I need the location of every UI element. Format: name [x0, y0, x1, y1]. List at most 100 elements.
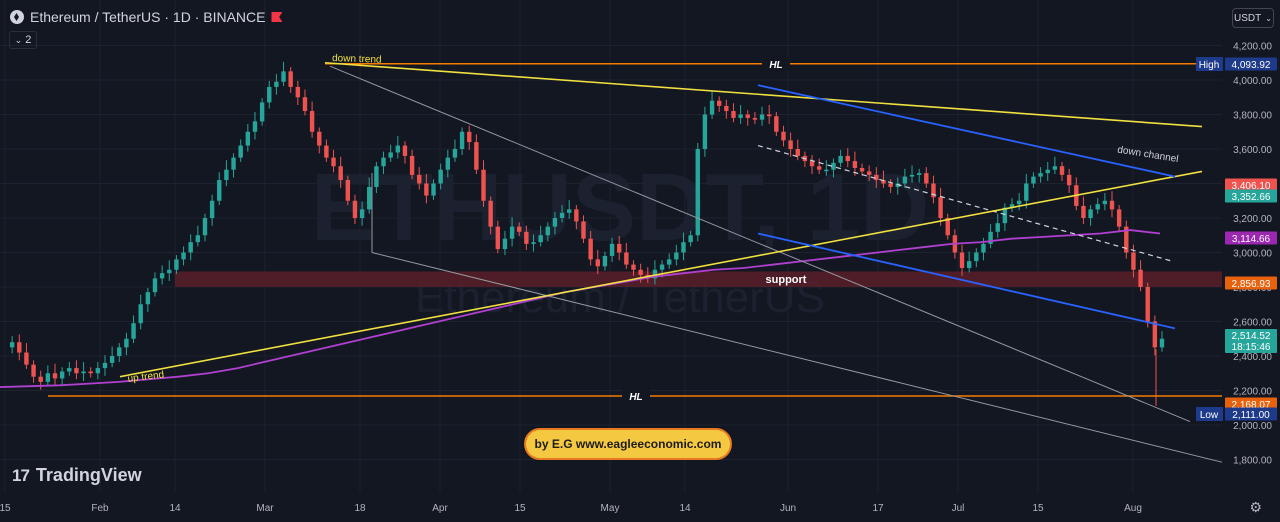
candle-body [838, 155, 843, 163]
candle-body [702, 114, 708, 149]
candle-body [274, 81, 279, 87]
candle-body [931, 183, 936, 198]
candle-body [974, 252, 979, 262]
candle-body [67, 368, 72, 372]
down-channel-upper [757, 84, 1176, 178]
symbol-header[interactable]: Ethereum / TetherUS · 1D · BINANCE [10, 9, 283, 25]
candle-body [31, 364, 36, 377]
hl-label: HL [769, 60, 782, 71]
price-tick-label: 3,600.00 [1233, 145, 1272, 156]
candle-body [417, 174, 422, 184]
candle-body [188, 242, 193, 253]
candle-body [1038, 173, 1043, 177]
price-tick-label: 3,000.00 [1233, 249, 1272, 260]
candle-body [202, 218, 208, 236]
candle-body [324, 145, 329, 158]
candle-body [774, 116, 779, 132]
candle-body [509, 226, 515, 239]
candle-body [1066, 174, 1072, 186]
time-tick-label: Feb [91, 503, 109, 514]
indicator-count: 2 [25, 34, 32, 46]
candle-body [538, 235, 543, 243]
candle-body [109, 356, 115, 363]
candle-body [688, 235, 693, 243]
time-tick-label: 14 [169, 503, 181, 514]
candle-body [102, 362, 108, 369]
down-trend-label: down trend [332, 53, 382, 66]
price-tick-label: 3,800.00 [1233, 111, 1272, 122]
candle-body [545, 226, 550, 236]
candle-body [195, 235, 201, 243]
author-banner: by E.G www.eagleeconomic.com [524, 428, 732, 460]
candle-body [981, 243, 986, 253]
candle-body [474, 142, 479, 170]
candle-body [659, 264, 665, 270]
currency-select[interactable]: USDT ⌄ [1232, 8, 1274, 28]
candle-body [824, 169, 829, 172]
candle-body [1052, 166, 1058, 170]
flag-icon[interactable] [271, 12, 283, 22]
price-tick-label: 4,000.00 [1233, 76, 1272, 87]
candle-body [888, 183, 893, 187]
time-tick-label: 15 [1032, 503, 1044, 514]
candle-body [638, 269, 643, 275]
price-tag-value: 3,352.66 [1232, 192, 1271, 203]
candle-body [331, 157, 336, 167]
price-tick-label: 2,400.00 [1233, 352, 1272, 363]
candle-body [95, 368, 101, 374]
gear-icon[interactable]: ⚙ [1249, 499, 1262, 515]
candle-body [17, 342, 22, 353]
candle-body [467, 131, 472, 143]
candle-body [452, 149, 458, 158]
time-tick-label: Jun [780, 503, 796, 514]
candle-body [1009, 204, 1015, 208]
candle-body [74, 368, 79, 374]
candle-body [117, 347, 122, 356]
candle-body [495, 226, 500, 250]
time-tick-label: 18 [354, 503, 366, 514]
candle-body [938, 197, 943, 218]
candle-body [267, 86, 272, 103]
candle-body [159, 273, 165, 279]
candle-body [524, 231, 529, 244]
price-tag-label: Low [1200, 410, 1219, 421]
chevron-down-icon: ⌄ [1265, 13, 1272, 23]
candle-body [1024, 183, 1029, 201]
candle-body [866, 171, 872, 175]
candle-body [881, 180, 886, 184]
candle-body [1109, 200, 1115, 210]
candle-body [531, 242, 536, 244]
candle-body [1088, 209, 1093, 218]
down-channel-label: down channel [1117, 145, 1180, 166]
candle-body [709, 100, 715, 115]
price-tag-value: 4,093.92 [1232, 60, 1271, 71]
candle-body [1059, 166, 1065, 175]
time-tick-label: 15 [514, 503, 526, 514]
candle-body [217, 180, 222, 201]
candle-body [945, 218, 950, 236]
candle-body [145, 292, 151, 305]
candle-body [916, 173, 922, 175]
diagonal-line [329, 65, 1191, 423]
price-tick-label: 4,200.00 [1233, 42, 1272, 53]
candle-body [1095, 204, 1100, 210]
candle-body [617, 243, 622, 253]
candle-body [1138, 269, 1143, 287]
candle-body [181, 252, 186, 260]
candle-body [252, 121, 258, 132]
candle-body [759, 114, 765, 120]
candle-body [852, 161, 858, 168]
tradingview-logo[interactable]: 17 TradingView [12, 465, 142, 486]
price-tag [1225, 276, 1277, 290]
tradingview-logo-text: TradingView [35, 465, 142, 485]
hl-label-bg [622, 389, 650, 404]
price-tag-value: 3,406.10 [1232, 181, 1271, 192]
price-tag-value: 3,114.66 [1232, 234, 1271, 245]
candle-body [1159, 338, 1165, 348]
indicators-toggle[interactable]: ⌄ 2 [9, 31, 37, 49]
time-axis: 15 Feb 14 Mar 18 Apr 15 May 14 Jun 17 Jul 15 Aug [0, 492, 1222, 522]
candle-body [552, 218, 558, 227]
down-channel-lower [757, 232, 1176, 330]
candle-body [359, 209, 365, 218]
candle-body [559, 212, 565, 218]
